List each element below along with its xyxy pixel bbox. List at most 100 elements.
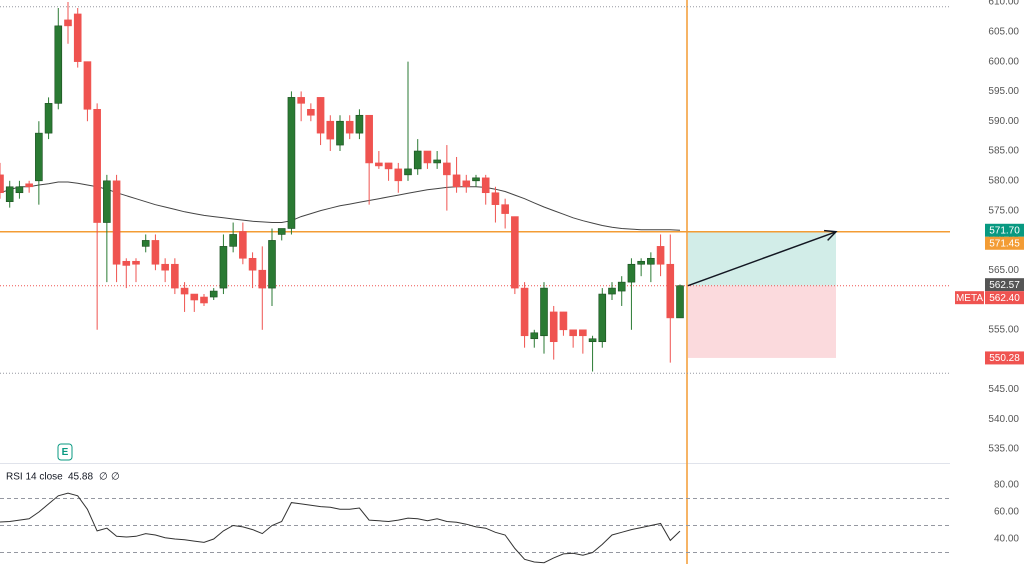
- candle-body: [491, 192, 500, 205]
- candle-body: [384, 162, 393, 170]
- candle-body: [93, 108, 101, 223]
- y-tick-label: 555.00: [988, 324, 1019, 335]
- candle-body: [608, 287, 616, 295]
- candle-body: [394, 168, 403, 182]
- price-tag: [985, 291, 1024, 305]
- candle-body: [452, 174, 461, 188]
- candle-body: [277, 228, 286, 235]
- candle-body: [345, 120, 354, 134]
- candle-body: [365, 114, 373, 164]
- y-tick-label: 545.00: [988, 384, 1019, 395]
- candle-body: [413, 150, 422, 170]
- y-tick-label: 610.00: [988, 0, 1019, 8]
- candle-body: [637, 260, 645, 265]
- y-tick-label: 595.00: [988, 86, 1019, 97]
- candle-body: [64, 19, 72, 27]
- candle-body: [627, 263, 636, 283]
- candle-body: [559, 311, 568, 331]
- candle-body: [287, 97, 296, 229]
- y-tick-label: 535.00: [988, 444, 1019, 455]
- rsi-extra: ∅: [99, 472, 108, 483]
- candle-body: [209, 290, 218, 298]
- loss-zone: [688, 285, 836, 358]
- candle-body: [423, 150, 432, 164]
- y-tick-label: 605.00: [988, 26, 1019, 37]
- candle-body: [676, 285, 684, 319]
- candle-body: [540, 287, 548, 337]
- y-tick-label: 565.00: [988, 265, 1019, 276]
- candle-body: [151, 240, 160, 265]
- price-tag: [985, 351, 1024, 365]
- candle-body: [472, 177, 480, 182]
- candle-body: [35, 132, 43, 182]
- rsi-tick-label: 80.00: [994, 480, 1019, 491]
- price-tag: [985, 223, 1024, 237]
- candle-body: [248, 257, 257, 271]
- price-tag-label: 571.45: [989, 238, 1020, 249]
- rsi-extra: ∅: [111, 472, 120, 483]
- price-tag-label: 571.70: [989, 225, 1020, 236]
- candle-body: [229, 234, 237, 247]
- rsi-value: 45.88: [68, 472, 93, 483]
- rsi-line: [0, 492, 681, 564]
- candle-body: [588, 338, 597, 343]
- candle-body: [258, 269, 267, 289]
- candle-body: [141, 240, 150, 247]
- earnings-icon[interactable]: [57, 443, 73, 461]
- price-tag: [985, 278, 1024, 292]
- ticker-label: META: [956, 293, 983, 304]
- candle-body: [132, 260, 140, 265]
- candle-body: [122, 260, 131, 266]
- ticker-tag: [955, 291, 984, 305]
- y-tick-label: 580.00: [988, 175, 1019, 186]
- arrow-head: [823, 229, 838, 241]
- candle-body: [656, 246, 665, 265]
- candle-body: [307, 108, 315, 116]
- candle-body: [336, 120, 344, 146]
- candle-body: [530, 332, 539, 340]
- candle-body: [462, 180, 471, 188]
- candle-body: [161, 263, 169, 271]
- candle-body: [375, 162, 383, 167]
- candle-body: [579, 329, 587, 337]
- candle-body: [511, 216, 519, 289]
- candle-body: [239, 231, 247, 259]
- candle-body: [44, 103, 53, 134]
- rsi-tick-label: 60.00: [994, 507, 1019, 518]
- y-tick-label: 540.00: [988, 414, 1019, 425]
- y-tick-label: 600.00: [988, 56, 1019, 67]
- price-tag-label: 562.57: [989, 280, 1020, 291]
- candle-body: [549, 311, 558, 343]
- candle-body: [25, 183, 33, 188]
- candle-body: [200, 296, 208, 304]
- candle-body: [297, 97, 305, 104]
- y-tick-label: 585.00: [988, 146, 1019, 157]
- rsi-title: RSI 14 close: [6, 472, 63, 483]
- price-tag-label: 550.28: [989, 353, 1020, 364]
- price-tag-label: 562.40: [989, 293, 1020, 304]
- candle-body: [501, 204, 509, 214]
- y-tick-label: 575.00: [988, 205, 1019, 216]
- candle-body: [190, 293, 199, 301]
- earnings-label[interactable]: E: [62, 447, 69, 458]
- candle-body: [180, 287, 189, 295]
- sma-line: [0, 181, 681, 231]
- candle-body: [569, 329, 577, 337]
- candle-body: [268, 240, 276, 289]
- candle-body: [433, 159, 441, 164]
- price-tag: [985, 236, 1024, 250]
- candle-body: [647, 257, 655, 265]
- candle-body: [481, 177, 490, 194]
- candle-body: [598, 293, 607, 343]
- candle-body: [15, 186, 24, 194]
- candle-body: [404, 168, 412, 176]
- candle-body: [0, 174, 4, 194]
- y-tick-label: 590.00: [988, 116, 1019, 127]
- candle-body: [443, 162, 451, 176]
- candle-body: [520, 287, 529, 337]
- trade-arrow: [687, 231, 837, 287]
- candle-body: [112, 180, 121, 265]
- candle-body: [617, 281, 626, 292]
